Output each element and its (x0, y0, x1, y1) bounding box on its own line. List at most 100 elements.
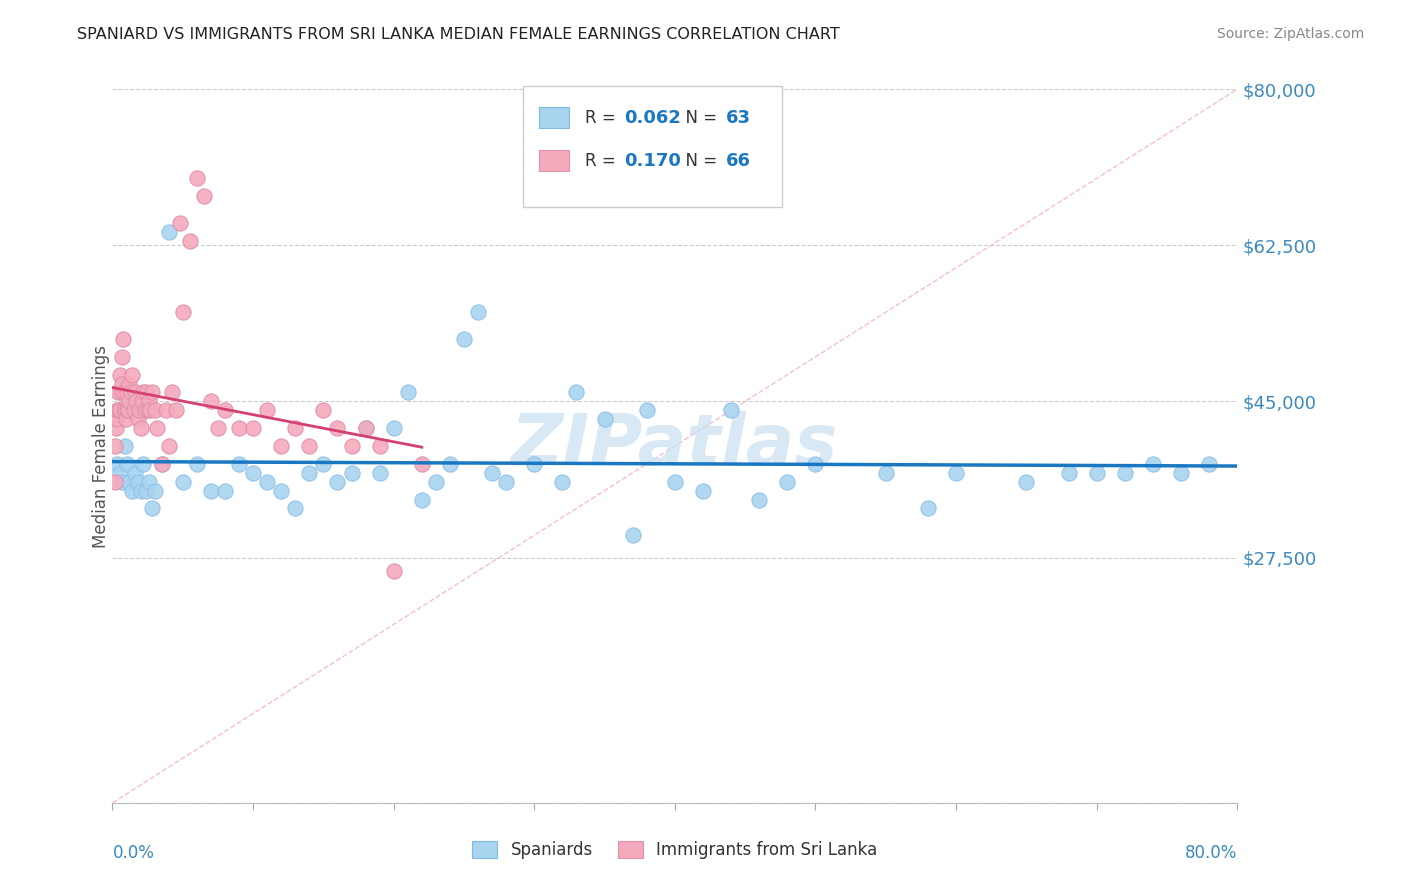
Point (105, 421, 127, 435)
Point (354, 421, 377, 435)
Point (636, 403, 658, 417)
Point (298, 439, 321, 453)
Point (138, 475, 160, 489)
Point (114, 439, 136, 453)
Point (111, 376, 132, 391)
Point (256, 475, 278, 489)
Point (193, 189, 215, 203)
Point (411, 457, 433, 471)
Point (495, 475, 517, 489)
Point (228, 457, 250, 471)
Point (150, 457, 173, 471)
Point (121, 483, 143, 498)
Point (720, 403, 742, 417)
Point (134, 403, 156, 417)
Legend: Spaniards, Immigrants from Sri Lanka: Spaniards, Immigrants from Sri Lanka (465, 834, 884, 866)
Point (111, 475, 134, 489)
Point (270, 483, 292, 498)
Point (125, 394, 148, 409)
Point (121, 368, 143, 382)
Point (621, 528, 644, 542)
Point (124, 466, 146, 480)
Point (122, 403, 145, 417)
Point (340, 466, 363, 480)
Point (115, 457, 138, 471)
Point (186, 457, 208, 471)
Y-axis label: Median Female Earnings: Median Female Earnings (93, 344, 110, 548)
Point (131, 394, 153, 409)
Text: 0.170: 0.170 (624, 152, 681, 169)
Point (523, 457, 546, 471)
Point (1057, 466, 1080, 480)
Point (128, 403, 150, 417)
Point (157, 439, 180, 453)
Point (207, 421, 229, 435)
Point (135, 483, 157, 498)
Text: N =: N = (675, 152, 723, 169)
Point (110, 385, 132, 400)
Point (141, 501, 163, 516)
Point (129, 421, 152, 435)
Point (146, 421, 169, 435)
Point (1170, 466, 1192, 480)
Point (354, 421, 377, 435)
Point (340, 439, 363, 453)
Point (298, 466, 321, 480)
Point (692, 483, 714, 498)
Text: 0.062: 0.062 (624, 109, 681, 127)
Point (875, 466, 897, 480)
Point (242, 421, 264, 435)
Point (439, 457, 461, 471)
Point (1114, 466, 1136, 480)
Point (107, 403, 129, 417)
Point (115, 412, 138, 426)
Point (1015, 475, 1038, 489)
Point (228, 421, 250, 435)
Point (129, 483, 152, 498)
Point (284, 501, 307, 516)
Point (111, 350, 134, 364)
Point (551, 475, 574, 489)
Point (200, 394, 222, 409)
Point (107, 385, 129, 400)
Point (1198, 457, 1220, 471)
FancyBboxPatch shape (538, 107, 569, 128)
Point (312, 457, 335, 471)
Text: R =: R = (585, 109, 621, 127)
Point (143, 483, 166, 498)
Point (115, 385, 138, 400)
Point (150, 457, 173, 471)
Point (776, 475, 799, 489)
Point (368, 439, 391, 453)
Point (127, 475, 149, 489)
Point (214, 483, 236, 498)
Point (481, 466, 503, 480)
Point (214, 403, 236, 417)
Point (118, 394, 141, 409)
Text: N =: N = (675, 109, 723, 127)
Text: 80.0%: 80.0% (1185, 845, 1237, 863)
Point (382, 564, 405, 578)
Point (118, 475, 141, 489)
Point (565, 385, 588, 400)
Text: 66: 66 (725, 152, 751, 169)
Point (270, 439, 292, 453)
Point (132, 385, 155, 400)
Point (312, 403, 335, 417)
Point (155, 403, 177, 417)
Point (139, 403, 162, 417)
FancyBboxPatch shape (538, 150, 569, 171)
Point (396, 385, 419, 400)
Point (326, 475, 349, 489)
Point (382, 421, 405, 435)
Text: SPANIARD VS IMMIGRANTS FROM SRI LANKA MEDIAN FEMALE EARNINGS CORRELATION CHART: SPANIARD VS IMMIGRANTS FROM SRI LANKA ME… (77, 27, 839, 42)
Point (664, 475, 686, 489)
Point (135, 385, 157, 400)
Point (110, 403, 132, 417)
Point (108, 403, 129, 417)
Point (138, 394, 160, 409)
Point (105, 412, 128, 426)
FancyBboxPatch shape (523, 86, 782, 207)
Point (117, 403, 139, 417)
Point (105, 457, 128, 471)
